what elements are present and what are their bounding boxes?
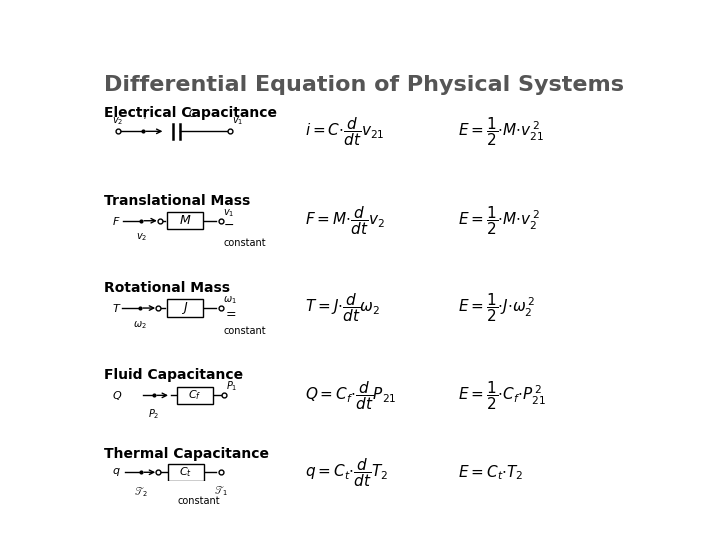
Text: $q = C_{t}{\cdot}\dfrac{d}{dt}T_{2}$: $q = C_{t}{\cdot}\dfrac{d}{dt}T_{2}$ [305, 456, 388, 489]
Text: $J$: $J$ [181, 300, 189, 316]
Text: $C_f$: $C_f$ [188, 388, 202, 402]
Text: $E = \dfrac{1}{2}{\cdot}J{\cdot}\omega_{2}^{\,2}$: $E = \dfrac{1}{2}{\cdot}J{\cdot}\omega_{… [459, 292, 536, 325]
Text: $T = J{\cdot}\dfrac{d}{dt}\omega_{2}$: $T = J{\cdot}\dfrac{d}{dt}\omega_{2}$ [305, 292, 380, 325]
Text: $C_t$: $C_t$ [179, 465, 192, 479]
Text: $v_1$: $v_1$ [222, 207, 234, 219]
Text: Translational Mass: Translational Mass [104, 194, 251, 208]
Text: $\omega_1$: $\omega_1$ [222, 294, 237, 306]
Text: $q$: $q$ [112, 466, 121, 478]
Text: $E = \dfrac{1}{2}{\cdot}M{\cdot}v_{21}^{\,2}$: $E = \dfrac{1}{2}{\cdot}M{\cdot}v_{21}^{… [459, 115, 544, 148]
Text: $M$: $M$ [179, 214, 191, 227]
Text: $\mathscr{T}_2$: $\mathscr{T}_2$ [134, 485, 148, 498]
Text: $-$: $-$ [222, 218, 234, 231]
Text: constant: constant [178, 496, 220, 505]
Bar [167, 299, 203, 317]
Text: $v_1$: $v_1$ [233, 116, 243, 127]
Text: $F = M{\cdot}\dfrac{d}{dt}v_{2}$: $F = M{\cdot}\dfrac{d}{dt}v_{2}$ [305, 204, 384, 237]
Text: $i$: $i$ [143, 109, 148, 121]
Text: $P_2$: $P_2$ [148, 407, 160, 421]
Text: $E = C_{t}{\cdot}T_{2}$: $E = C_{t}{\cdot}T_{2}$ [459, 463, 523, 482]
Text: Rotational Mass: Rotational Mass [104, 281, 230, 295]
Bar [168, 463, 204, 481]
Text: $v_2$: $v_2$ [135, 232, 147, 244]
Text: $P_1$: $P_1$ [225, 380, 237, 393]
Text: $v_2$: $v_2$ [112, 116, 124, 127]
Bar [177, 387, 213, 404]
Text: Thermal Capacitance: Thermal Capacitance [104, 447, 269, 461]
Bar [167, 212, 203, 230]
Text: $E = \dfrac{1}{2}{\cdot}M{\cdot}v_{2}^{\,2}$: $E = \dfrac{1}{2}{\cdot}M{\cdot}v_{2}^{\… [459, 204, 540, 237]
Text: $T$: $T$ [112, 302, 122, 314]
Text: $\omega_2$: $\omega_2$ [133, 319, 147, 330]
Text: $Q = C_{f}{\cdot}\dfrac{d}{dt}P_{21}$: $Q = C_{f}{\cdot}\dfrac{d}{dt}P_{21}$ [305, 379, 397, 411]
Text: $=$: $=$ [222, 306, 236, 319]
Text: $i = C{\cdot}\dfrac{d}{dt}v_{21}$: $i = C{\cdot}\dfrac{d}{dt}v_{21}$ [305, 115, 384, 148]
Text: $Q$: $Q$ [112, 389, 122, 402]
Text: Differential Equation of Physical Systems: Differential Equation of Physical System… [104, 75, 624, 95]
Text: $E = \dfrac{1}{2}{\cdot}C_{f}{\cdot}P_{21}^{\,2}$: $E = \dfrac{1}{2}{\cdot}C_{f}{\cdot}P_{2… [459, 379, 546, 411]
Text: constant: constant [224, 238, 266, 248]
Text: $C$: $C$ [188, 107, 197, 119]
Text: $\mathscr{T}_1$: $\mathscr{T}_1$ [215, 484, 229, 498]
Text: constant: constant [224, 326, 266, 335]
Text: Fluid Capacitance: Fluid Capacitance [104, 368, 243, 382]
Text: Electrical Capacitance: Electrical Capacitance [104, 106, 277, 120]
Text: $F$: $F$ [112, 215, 121, 227]
